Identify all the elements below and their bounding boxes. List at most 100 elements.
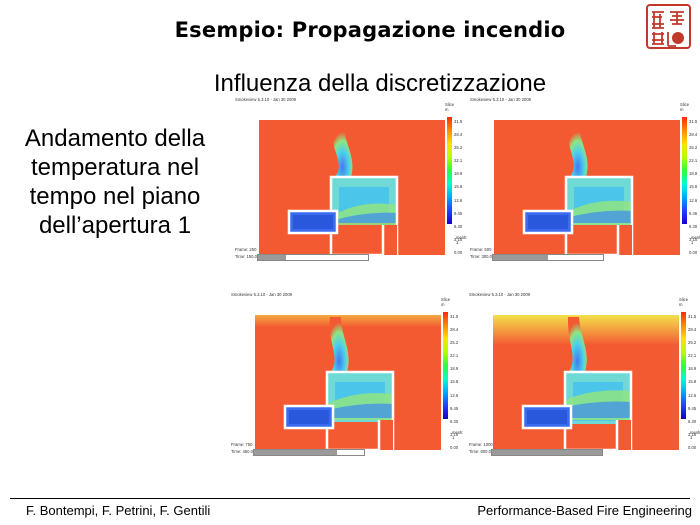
legend-tick: 6.30 [688,418,697,424]
simulation-panel: Smokeview 5.3.10 - Jan 30 2009 [231,292,463,462]
time-slider-fill [258,255,286,260]
legend-tick: 25.2 [689,145,698,151]
legend-tick: 12.6 [454,197,463,203]
simulation-panel: Smokeview 5.3.10 - Jan 30 2009 [235,97,467,267]
legend-tick: 31.5 [688,314,697,319]
legend-tick: 28.4 [454,132,463,138]
legend-tick: 12.6 [689,197,698,203]
legend-tick: 15.8 [689,184,698,190]
legend-tick: 9.45 [688,405,697,411]
frame-label: Frame: 500 [470,247,492,252]
legend-unit-top: Slice [441,297,451,302]
legend-tick: 31.5 [450,314,459,319]
legend-tick: 28.4 [450,327,459,333]
legend-tick: 31.5 [689,119,698,124]
legend-tick: 3.15 [689,236,698,242]
seal-logo-icon [646,4,691,49]
frame-label: Frame: 1000 [469,442,493,447]
legend-tick: 15.8 [454,184,463,190]
legend-unit-top: Slice [680,102,690,107]
footer-rule [10,498,690,499]
legend-ticks: 31.5 28.4 25.2 22.1 18.9 15.8 12.6 9.45 6.30 3.15… [689,115,697,259]
time-slider-fill [493,255,548,260]
legend-tick: 22.1 [450,353,459,359]
legend-tick: 6.30 [454,223,463,229]
panel-header: Smokeview 5.3.10 - Jan 30 2009 [469,292,530,297]
legend-color-bar [443,312,448,419]
legend-tick: 22.1 [688,353,697,359]
legend-tick: 3.15 [454,236,463,242]
legend-tick: 18.9 [450,366,459,372]
legend-tick: 28.4 [689,132,698,138]
frame-label: Frame: 750 [231,442,253,447]
legend-tick: 0.00 [450,444,459,450]
temperature-slice [255,315,441,450]
legend-tick: 18.9 [454,171,463,177]
legend-unit: Slice m [441,297,450,307]
description-line: dell’apertura 1 [38,212,192,239]
temperature-slice [493,315,679,450]
description-line: temperatura nel [30,154,200,181]
simulation-panel: Smokeview 5.3.10 - Jan 30 2009 [469,292,700,462]
legend-mesh: mesh: 1 [452,430,464,440]
legend-unit-sub: m [441,302,445,307]
frame-label: Frame: 250 [235,247,257,252]
legend-tick: 25.2 [688,340,697,346]
legend-tick: 22.1 [689,158,698,164]
legend-mesh: mesh: 1 [456,235,468,245]
legend-ticks: 31.5 28.4 25.2 22.1 18.9 15.8 12.6 9.45 6.30 3.15… [454,115,462,259]
legend-color-bar [682,117,687,224]
time-label: Time: 450.0 [231,449,253,454]
legend-tick: 15.8 [450,379,459,385]
footer-course: Performance-Based Fire Engineering [477,503,692,518]
time-slider[interactable] [491,449,603,456]
time-slider-fill [254,450,337,455]
legend-tick: 6.30 [450,418,459,424]
legend-unit-sub: m [445,107,449,112]
legend-tick: 9.45 [454,210,463,216]
time-slider[interactable] [492,254,604,261]
description-text: Andamento della temperatura nel tempo ne… [6,124,224,240]
temperature-slice [259,120,445,255]
legend-tick: 0.00 [454,249,463,255]
legend-tick: 22.1 [454,158,463,164]
time-slider[interactable] [253,449,365,456]
panel-header: Smokeview 5.3.10 - Jan 30 2009 [235,97,296,102]
legend-unit-sub: m [679,302,683,307]
legend-tick: 9.45 [689,210,698,216]
legend-tick: 25.2 [454,145,463,151]
legend-mesh: mesh: 1 [691,235,700,245]
legend-unit: Slice m [445,102,454,112]
time-label: Time: 600.0 [469,449,491,454]
time-slider-fill [492,450,602,455]
time-slider[interactable] [257,254,369,261]
legend-tick: 9.45 [450,405,459,411]
legend-ticks: 31.5 28.4 25.2 22.1 18.9 15.8 12.6 9.45 6.30 3.15… [450,310,458,454]
legend-unit: Slice m [679,297,688,307]
time-label: Time: 150.0 [235,254,257,259]
legend-tick: 25.2 [450,340,459,346]
slide-title: Esempio: Propagazione incendio [174,18,566,42]
legend-color-bar [681,312,686,419]
simulation-panel: Smokeview 5.3.10 - Jan 30 2009 [470,97,700,267]
legend-unit-top: Slice [679,297,689,302]
legend-ticks: 31.5 28.4 25.2 22.1 18.9 15.8 12.6 9.45 6.30 3.15… [688,310,696,454]
legend-mesh: mesh: 1 [690,430,700,440]
legend-tick: 31.5 [454,119,463,124]
legend-tick: 18.9 [689,171,698,177]
temperature-slice [494,120,680,255]
legend-unit-sub: m [680,107,684,112]
description-line: tempo nel piano [29,183,201,210]
legend-tick: 15.8 [688,379,697,385]
legend-tick: 6.30 [689,223,698,229]
slide-subtitle: Influenza della discretizzazione [213,70,547,97]
legend-tick: 18.9 [688,366,697,372]
time-label: Time: 300.0 [470,254,492,259]
legend-tick: 0.00 [688,444,697,450]
footer-authors: F. Bontempi, F. Petrini, F. Gentili [26,503,211,518]
legend-unit-top: Slice [445,102,455,107]
description-line: Andamento della [24,125,206,152]
panel-header: Smokeview 5.3.10 - Jan 30 2009 [231,292,292,297]
legend-color-bar [447,117,452,224]
panel-header: Smokeview 5.3.10 - Jan 30 2009 [470,97,531,102]
